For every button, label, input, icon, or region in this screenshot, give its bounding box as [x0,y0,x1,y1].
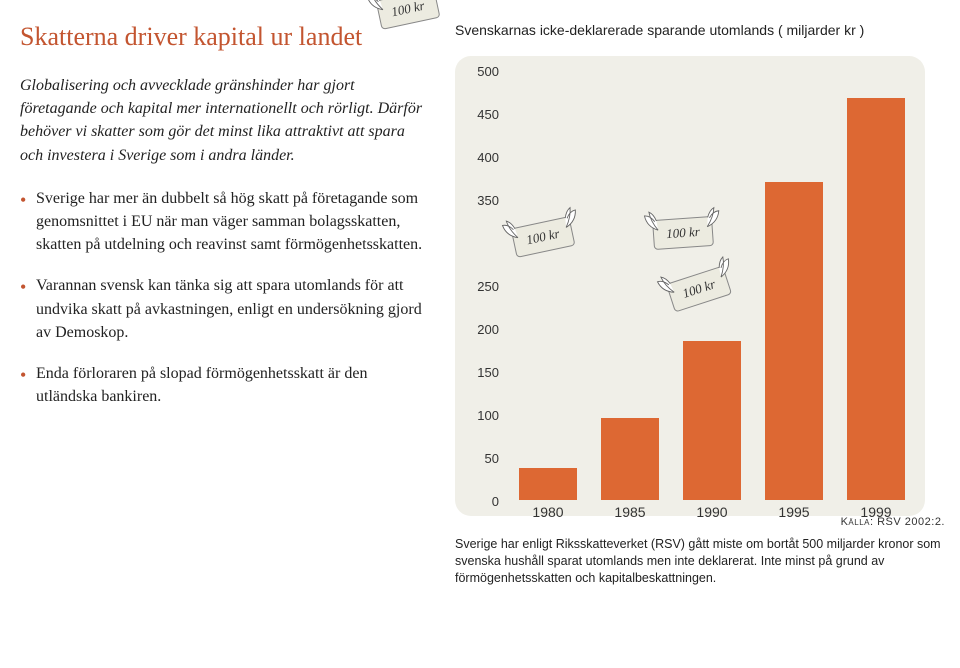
xtick: 1985 [600,504,660,520]
ytick: 150 [463,365,499,380]
intro-paragraph: Globalisering och avvecklade gränshinder… [20,74,430,167]
ytick: 350 [463,193,499,208]
page-title: Skatterna driver kapital ur landet [20,22,430,52]
money-note-label: 100 kr [666,224,701,241]
ytick: 400 [463,150,499,165]
bullet-list: Sverige har mer än dubbelt så hög skatt … [20,187,430,409]
xtick: 1980 [518,504,578,520]
ytick: 0 [463,494,499,509]
money-note-label: 100 kr [390,0,426,19]
ytick: 250 [463,279,499,294]
chart-title: Svenskarnas icke-deklarerade sparande ut… [455,22,945,38]
money-note-label: 100 kr [681,276,718,301]
ytick: 200 [463,322,499,337]
bar-chart: 0 50 100 150 200 250 350 400 450 500 198… [455,56,925,516]
money-note-icon: 100 kr [652,216,714,250]
bar [683,341,741,500]
xtick: 1990 [682,504,742,520]
bullet-item: Sverige har mer än dubbelt så hög skatt … [20,187,430,257]
ytick: 50 [463,451,499,466]
bar [765,182,823,500]
bar [601,418,659,500]
xtick: 1999 [846,504,906,520]
bar [847,98,905,500]
chart-caption: Sverige har enligt Riksskatteverket (RSV… [455,536,945,587]
money-note-label: 100 kr [525,226,561,248]
bullet-item: Varannan svensk kan tänka sig att spara … [20,274,430,344]
ytick: 100 [463,408,499,423]
ytick: 450 [463,107,499,122]
bar [519,468,577,500]
bullet-item: Enda förloraren på slopad förmögenhetssk… [20,362,430,408]
ytick: 500 [463,64,499,79]
xtick: 1995 [764,504,824,520]
